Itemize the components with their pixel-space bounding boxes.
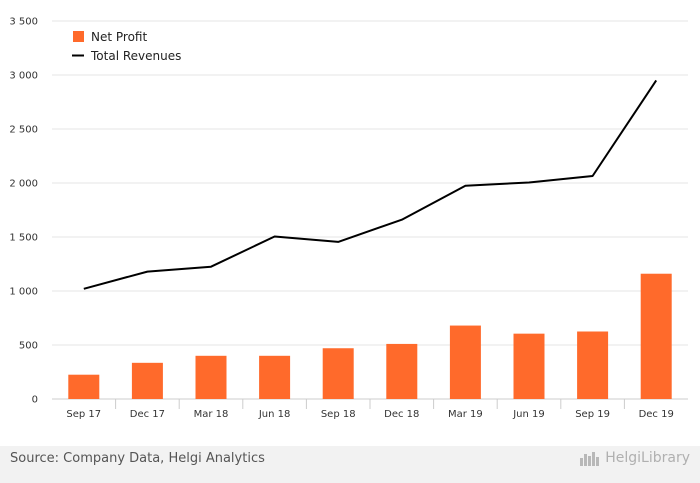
brand-label: HelgiLibrary: [605, 450, 690, 466]
y-tick-label: 3 000: [9, 71, 38, 82]
grid-lines: [52, 20, 688, 400]
x-tick-label: Sep 18: [321, 409, 356, 420]
legend: Net Profit Total Revenues: [72, 30, 181, 63]
y-tick-label: 3 500: [9, 17, 38, 28]
net-profit-bar: [322, 348, 354, 399]
y-tick-label: 1 500: [9, 233, 38, 244]
legend-net-profit-swatch: [73, 31, 84, 42]
y-axis: 0 500 1 000 1 500 2 000 2 500 3 000 3 500: [9, 17, 38, 406]
x-axis: Sep 17 Dec 17 Mar 18 Jun 18 Sep 18 Dec 18 Mar …: [66, 399, 674, 420]
net-profit-bar: [259, 355, 291, 399]
y-tick-label: 500: [19, 341, 38, 352]
net-profit-bars: [68, 273, 672, 399]
footer: Source: Company Data, Helgi Analytics He…: [0, 446, 700, 483]
brand[interactable]: HelgiLibrary: [579, 450, 690, 466]
net-profit-bar: [68, 374, 100, 399]
x-tick-label: Jun 19: [512, 409, 545, 420]
net-profit-bar: [640, 273, 672, 399]
net-profit-bar: [386, 343, 418, 399]
y-tick-label: 0: [32, 395, 38, 406]
x-tick-label: Mar 18: [194, 409, 229, 420]
y-tick-label: 1 000: [9, 287, 38, 298]
net-profit-bar: [577, 331, 609, 399]
x-tick-label: Dec 19: [639, 409, 674, 420]
combo-chart: 0 500 1 000 1 500 2 000 2 500 3 000 3 500 Sep 1…: [9, 17, 688, 420]
source-text: Source: Company Data, Helgi Analytics: [10, 451, 265, 466]
x-tick-label: Dec 18: [384, 409, 419, 420]
net-profit-bar: [131, 362, 163, 399]
helgi-library-logo-icon: [580, 452, 600, 466]
total-revenues-line: [83, 79, 658, 290]
net-profit-bar: [513, 333, 545, 399]
legend-total-revenues-label: Total Revenues: [90, 49, 181, 63]
x-tick-label: Mar 19: [448, 409, 483, 420]
y-tick-label: 2 500: [9, 125, 38, 136]
legend-net-profit-label: Net Profit: [91, 30, 147, 44]
net-profit-bar: [449, 325, 481, 399]
net-profit-bar: [195, 355, 227, 399]
x-tick-label: Sep 19: [575, 409, 610, 420]
x-tick-label: Dec 17: [130, 409, 165, 420]
y-tick-label: 2 000: [9, 179, 38, 190]
x-tick-label: Jun 18: [258, 409, 291, 420]
total-revenues-line-path: [83, 79, 658, 290]
x-tick-label: Sep 17: [66, 409, 101, 420]
